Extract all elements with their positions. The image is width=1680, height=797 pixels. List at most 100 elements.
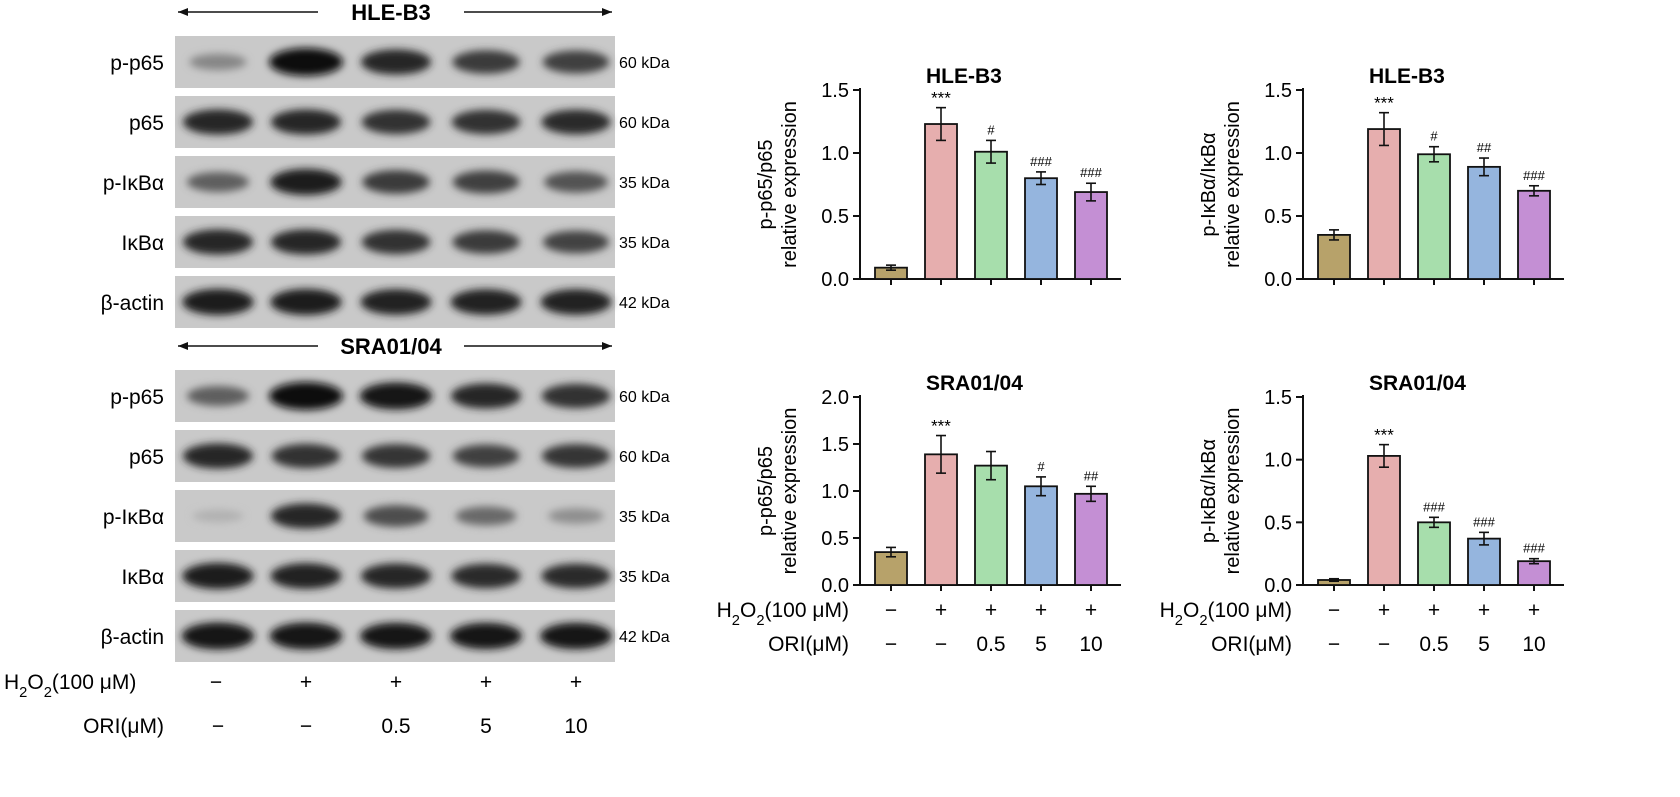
- chart-title: HLE-B3: [1369, 65, 1445, 88]
- y-tick-label: 0.0: [821, 269, 849, 291]
- ori-row-label: ORI(μM): [768, 633, 849, 656]
- blot-kda-label: 35 kDa: [619, 509, 670, 526]
- y-tick-label: 0.5: [821, 528, 849, 550]
- significance-mark: ###: [1523, 168, 1545, 183]
- ori-cell: 0.5: [976, 633, 1005, 656]
- blot-band: [450, 289, 522, 315]
- blot-row: IκBα 35 kDa: [122, 550, 670, 602]
- blot-band: [192, 509, 244, 523]
- blot-band: [269, 622, 343, 650]
- blot-band: [363, 505, 429, 527]
- h2o2-cell: +: [985, 599, 997, 622]
- significance-mark: ###: [1080, 165, 1102, 180]
- blot-cell-line-title: HLE-B3: [351, 0, 430, 25]
- y-tick-label: 1.5: [821, 434, 849, 456]
- chart-title: SRA01/04: [1369, 372, 1466, 395]
- blot-band: [270, 109, 342, 135]
- blot-band: [182, 109, 254, 135]
- blot-kda-label: 35 kDa: [619, 235, 670, 252]
- blot-kda-label: 35 kDa: [619, 175, 670, 192]
- h2o2-cell: +: [390, 671, 402, 694]
- ori-cell: 5: [1478, 633, 1490, 656]
- ori-cell: 5: [480, 715, 492, 738]
- blot-row: β-actin 42 kDa: [101, 276, 670, 328]
- h2o2-cell: +: [570, 671, 582, 694]
- blot-band: [270, 563, 342, 589]
- significance-mark: ***: [1374, 94, 1394, 113]
- significance-mark: ***: [931, 89, 951, 108]
- blot-kda-label: 60 kDa: [619, 115, 670, 132]
- blot-group-2: SRA01/04 p-p65 60 kDa p65 60 kDa p-IκBα 35 kDa…: [101, 332, 670, 662]
- y-axis-label: p-p65/p65: [755, 446, 777, 536]
- blot-band: [182, 229, 254, 255]
- h2o2-cell: +: [1085, 599, 1097, 622]
- ori-cell: 10: [564, 715, 587, 738]
- blot-band: [270, 168, 342, 196]
- blot-band: [186, 172, 250, 192]
- blot-band: [360, 563, 432, 589]
- h2o2-cell: −: [885, 599, 897, 622]
- blot-cell-line-title: SRA01/04: [340, 334, 442, 359]
- blot-band: [541, 109, 611, 135]
- bar: [1517, 560, 1551, 586]
- y-tick-label: 1.0: [821, 481, 849, 503]
- blot-protein-label: IκBα: [122, 232, 164, 255]
- ori-cell: −: [935, 633, 947, 656]
- significance-mark: ###: [1523, 541, 1545, 556]
- y-tick-label: 0.5: [821, 206, 849, 228]
- y-tick-label: 1.5: [1264, 387, 1292, 409]
- significance-mark: #: [1037, 459, 1045, 474]
- ori-cell: 10: [1079, 633, 1102, 656]
- blot-row: p-IκBα 35 kDa: [103, 156, 670, 208]
- bar: [1367, 455, 1401, 586]
- bar-chart-3: SRA01/04 p-p65/p65 relative expression 0.0 0…: [717, 372, 1121, 656]
- ori-cell: 0.5: [1419, 633, 1448, 656]
- blot-protein-label: p-IκBα: [103, 506, 164, 529]
- blot-kda-label: 42 kDa: [619, 295, 670, 312]
- y-tick-label: 1.5: [821, 80, 849, 102]
- y-axis-label: p-IκBα/IκBα: [1198, 132, 1220, 236]
- bar-chart-1: HLE-B3 p-p65/p65 relative expression 0.0 0.5…: [755, 65, 1121, 291]
- blot-band: [542, 230, 610, 254]
- blot-band: [451, 109, 521, 135]
- blot-row: p65 60 kDa: [129, 96, 670, 148]
- blot-row: β-actin 42 kDa: [101, 610, 670, 662]
- h2o2-cell: +: [1478, 599, 1490, 622]
- blot-band: [450, 383, 522, 409]
- y-tick-label: 2.0: [821, 387, 849, 409]
- blot-band: [359, 382, 433, 410]
- h2o2-cell: +: [1428, 599, 1440, 622]
- ori-row-label: ORI(μM): [1211, 633, 1292, 656]
- significance-mark: ***: [931, 417, 951, 436]
- ori-row-label: ORI(μM): [83, 715, 164, 738]
- blot-row: p-IκBα 35 kDa: [103, 490, 670, 542]
- blot-title-bg: [318, 0, 464, 26]
- bar: [1367, 128, 1401, 280]
- blot-protein-label: IκBα: [122, 566, 164, 589]
- h2o2-row-label: H2O2(100 μM): [4, 671, 136, 701]
- blot-band: [450, 622, 522, 650]
- blot-band: [452, 170, 520, 194]
- treatment-table: H2O2(100 μM) ORI(μM) − + + + + − − 0.5 5 10: [4, 671, 588, 738]
- h2o2-cell: +: [1528, 599, 1540, 622]
- blot-band: [182, 443, 254, 469]
- y-tick-label: 1.0: [1264, 450, 1292, 472]
- blot-band: [186, 386, 250, 406]
- bar: [1417, 521, 1451, 586]
- y-tick-label: 0.0: [1264, 575, 1292, 597]
- h2o2-row-label: H2O2(100 μM): [1160, 599, 1292, 629]
- blot-row: p65 60 kDa: [129, 430, 670, 482]
- y-axis-label: relative expression: [1222, 408, 1244, 575]
- blot-band: [360, 622, 432, 650]
- h2o2-cell: −: [1328, 599, 1340, 622]
- arrow-right-icon: [602, 342, 612, 350]
- h2o2-row-label: H2O2(100 μM): [717, 599, 849, 629]
- h2o2-cell: +: [480, 671, 492, 694]
- blot-band: [543, 171, 609, 193]
- y-tick-label: 1.0: [1264, 143, 1292, 165]
- blot-protein-label: p65: [129, 112, 164, 135]
- blot-band: [452, 230, 520, 254]
- arrow-right-icon: [602, 8, 612, 16]
- bar-chart-2: HLE-B3 p-IκBα/IκBα relative expression 0.0 0…: [1198, 65, 1564, 291]
